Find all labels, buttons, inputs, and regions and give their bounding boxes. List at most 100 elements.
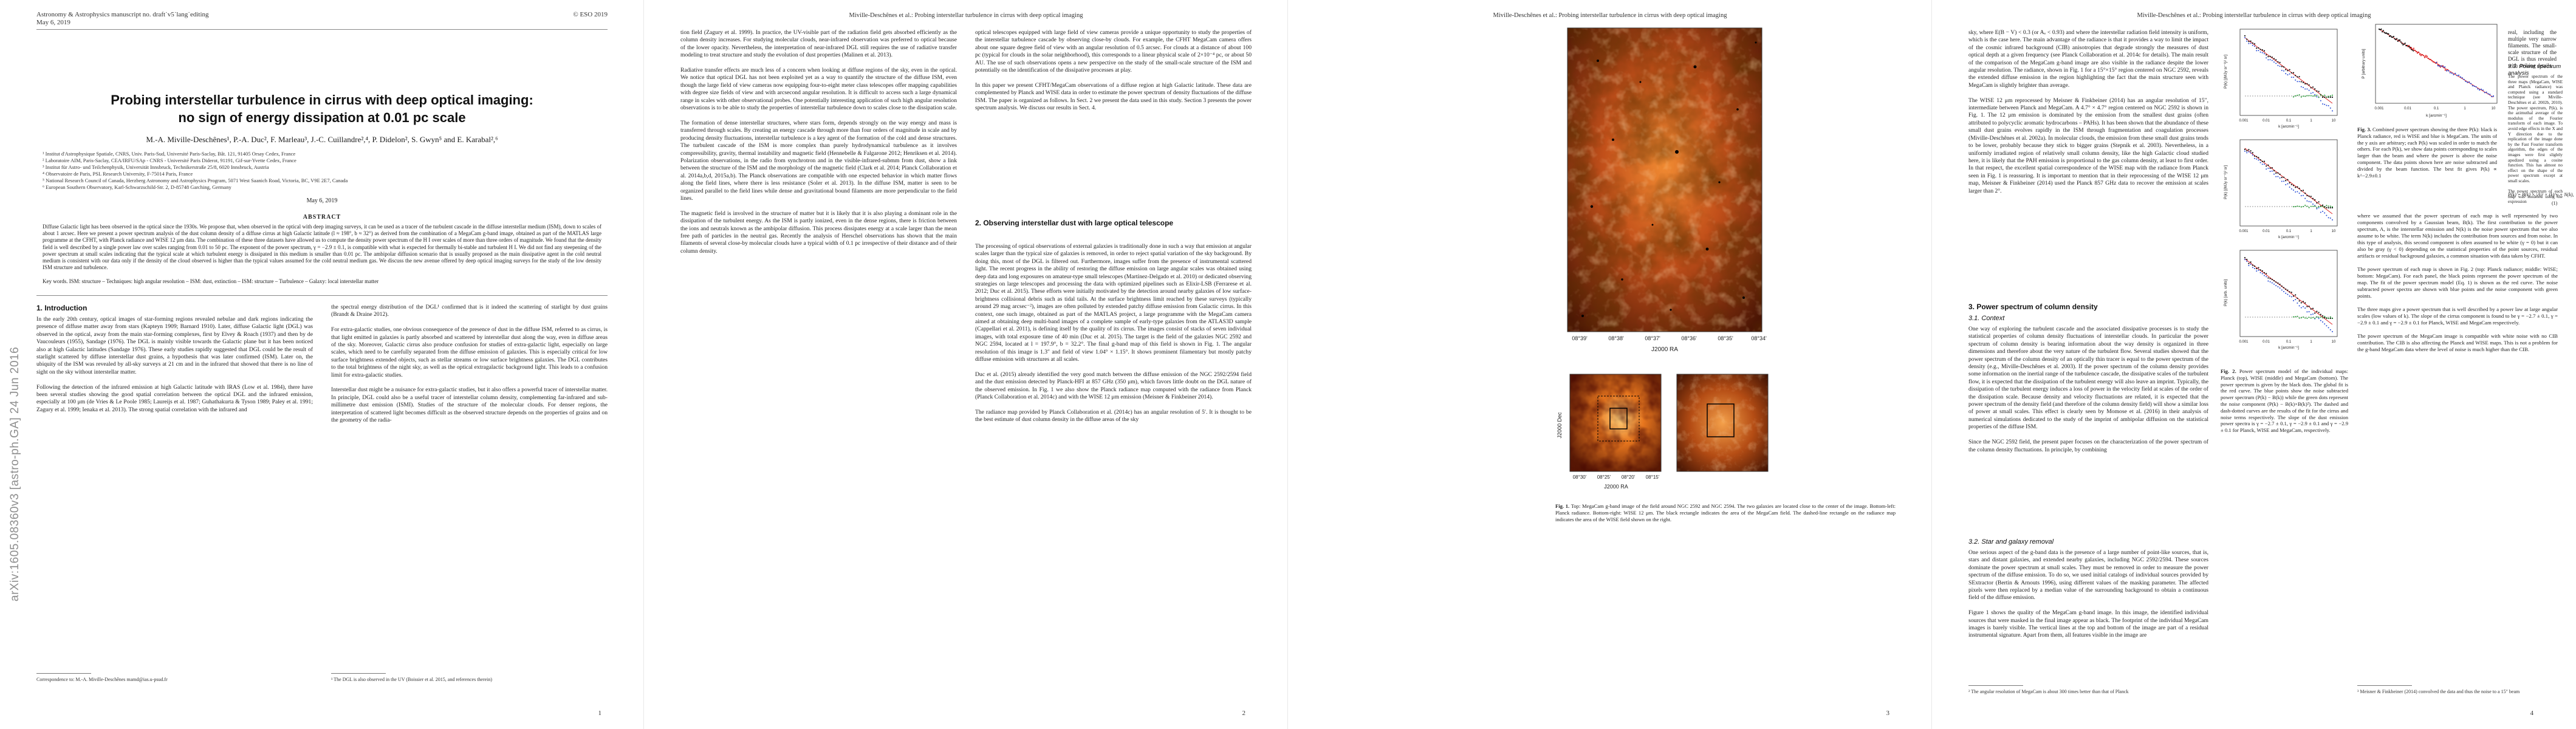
header-date: May 6, 2019 (36, 19, 70, 26)
fig2-spectrum-point (2290, 72, 2292, 74)
fig2-subtracted-point (2324, 103, 2326, 105)
fig2-spectrum-point (2261, 160, 2263, 162)
fig3-planck-point (2382, 30, 2384, 32)
fig2-subtracted-point (2308, 200, 2310, 202)
fig2-noise-point (2297, 205, 2298, 207)
fig2-spectrum-point (2267, 164, 2269, 166)
fig2-noise-point (2326, 205, 2328, 207)
fig3-planck-point (2399, 39, 2401, 41)
fig3-wise-point (2428, 58, 2430, 60)
fig2-spectrum-point (2258, 157, 2259, 159)
fig2-spectrum-point (2308, 84, 2310, 86)
planck-radiance-figure: 08°30' 08°25' 08°20' 08°15' J2000 RA J20… (1557, 374, 1662, 490)
page-separator (1287, 0, 1288, 729)
fig2-spectrum-point (2324, 96, 2326, 98)
fig3-wise-point (2422, 55, 2425, 56)
fig2-spectrum-point (2261, 49, 2263, 51)
fig3-wise-point (2415, 50, 2417, 53)
fig3-planck-point (2388, 33, 2389, 35)
fig3-megacam-point (2454, 72, 2456, 74)
fig2-subtracted-point (2275, 176, 2277, 177)
fig2-spectrum-point (2269, 167, 2271, 169)
fig2-spectrum-point (2306, 306, 2308, 307)
fig3-planck-point (2379, 29, 2381, 30)
fig2-spectrum-point (2321, 204, 2324, 206)
fig2-subtracted-point (2258, 269, 2259, 271)
fig2-spectrum-point (2258, 47, 2259, 49)
fig2-spectrum-point (2290, 292, 2292, 293)
fig2-spectrum-point (2321, 96, 2324, 98)
fig3-megacam-point (2472, 84, 2473, 87)
fig2-subtracted-point (2259, 51, 2261, 53)
intro-right-column: the spectral energy distribution of the … (331, 304, 608, 424)
fig2-subtracted-point (2256, 50, 2258, 52)
journal-header: Astronomy & Astrophysics manuscript no. … (36, 11, 608, 26)
fig2-spectrum-point (2321, 315, 2324, 317)
fig3-megacam-point (2441, 65, 2442, 67)
fig2-noise-point (2303, 95, 2304, 97)
top-xtick: 08°37' (1645, 335, 1660, 341)
fig2-noise-point (2300, 206, 2302, 208)
fig2-spectrum-point (2277, 282, 2279, 284)
fig2-panel-frame (2239, 139, 2338, 227)
fig3-planck-point (2408, 46, 2410, 47)
fig2-spectrum-point (2271, 56, 2273, 58)
fig3-wise-point (2421, 53, 2424, 56)
fig3-megacam-point (2453, 74, 2454, 75)
fig2-spectrum-point (2277, 61, 2279, 63)
fig2-subtracted-point (2320, 320, 2321, 321)
fig2-noise-point (2300, 96, 2302, 98)
fig2-subtracted-point (2275, 285, 2277, 287)
figure-2-power-spectra: P(k) [(MJy sr⁻¹)² sr] 0.001 0.01 0.1 1 10 k [a… (2224, 29, 2338, 350)
fig3-wise-point (2408, 44, 2410, 47)
planck-frame (1569, 374, 1662, 472)
figure-3-caption: Fig. 3. Combined power spectrum showing … (2357, 126, 2497, 179)
fig2-spectrum-point (2248, 149, 2250, 151)
fig2-subtracted-point (2329, 329, 2331, 330)
fig2-spectrum-point (2266, 54, 2267, 56)
fig3-wise-point (2427, 57, 2429, 60)
arxiv-stamp: arXiv:1605.08360v3 [astro-ph.GA] 24 Jun … (9, 346, 21, 601)
wise-field-box (1597, 395, 1640, 442)
bottom-xlabel: J2000 RA (1604, 484, 1628, 490)
fig3-wise-point (2433, 61, 2435, 63)
fig2-subtracted-point (2258, 159, 2259, 161)
fig2-spectrum-point (2304, 193, 2306, 194)
fig2-subtracted-point (2322, 210, 2323, 212)
fig2-subtracted-point (2250, 152, 2252, 154)
fig2-noise-point (2293, 316, 2294, 318)
fig2-subtracted-point (2283, 291, 2284, 293)
fig2-noise-point (2295, 206, 2297, 208)
fig3-megacam-point (2482, 89, 2484, 91)
fig2-spectrum-point (2285, 288, 2287, 290)
fig2-noise-point (2329, 95, 2331, 97)
fig3-planck-point (2386, 33, 2388, 35)
fig2-spectrum-point (2285, 180, 2287, 182)
fig2-noise-point (2297, 315, 2298, 317)
top-xtick: 08°38' (1608, 335, 1624, 341)
section-heading-intro: 1. Introduction (36, 304, 87, 312)
fig2-subtracted-point (2322, 103, 2323, 105)
fig2-subtracted-point (2285, 292, 2287, 294)
top-xtick: 08°39' (1572, 335, 1588, 341)
section-heading-power-spectrum: 3. Power spectrum of column density (1968, 303, 2098, 311)
fig2-subtracted-point (2324, 212, 2326, 214)
fig2-spectrum-point (2314, 312, 2316, 314)
fig2-spectrum-point (2310, 308, 2312, 310)
megacam-field-box (1609, 408, 1628, 430)
fig2-spectrum-point (2314, 199, 2316, 200)
fig3-wise-point (2413, 47, 2415, 49)
fig2-spectrum-point (2287, 70, 2289, 72)
fig3-wise-point (2444, 69, 2446, 71)
fig2-spectrum-point (2266, 165, 2267, 167)
fig2-noise-point (2328, 317, 2329, 319)
fig2-spectrum-point (2328, 207, 2329, 209)
fig2-subtracted-point (2275, 63, 2277, 64)
page-number-4: 4 (2530, 710, 2534, 717)
fig2-noise-point (2324, 207, 2326, 208)
fig3-xtick: 1 (2464, 107, 2466, 111)
fig2-subtracted-point (2306, 88, 2308, 90)
fig2-subtracted-point (2290, 188, 2292, 190)
fig2-spectrum-point (2331, 207, 2334, 209)
fig3-wise-point (2409, 47, 2411, 49)
